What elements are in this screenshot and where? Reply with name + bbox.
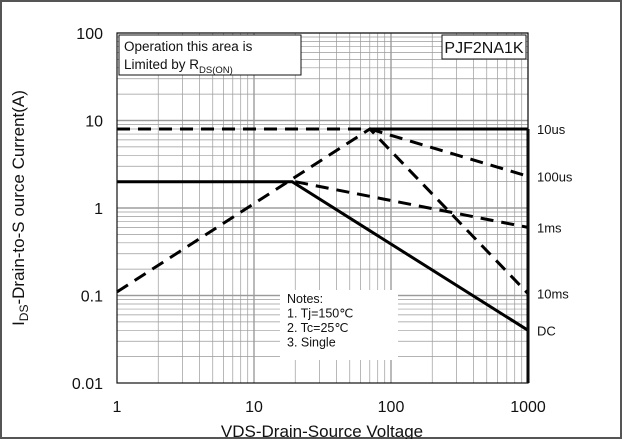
notes-line: 1. Tj=150℃ — [287, 307, 353, 321]
y-tick-labels: 100 10 1 0.1 0.01 — [72, 26, 103, 393]
annotation-line-2-main: Limited by R — [124, 57, 199, 72]
curve-labels: 10us 100us 1ms 10ms DC — [535, 121, 577, 339]
curve-label-bg — [535, 121, 570, 137]
y-tick-label: 0.1 — [81, 289, 103, 306]
y-axis-title-sub: DS — [17, 305, 31, 322]
notes-line: Notes: — [287, 292, 323, 306]
curve-label-dc: DC — [537, 323, 556, 338]
notes-box — [280, 290, 398, 360]
notes-line: 2. Tc=25℃ — [287, 321, 348, 335]
curve-label-bg — [535, 220, 562, 236]
part-number-box — [441, 34, 527, 60]
y-tick-label: 1 — [94, 201, 103, 218]
annotation-line-2: Limited by RDS(ON) — [124, 57, 233, 76]
notes: Notes:1. Tj=150℃2. Tc=25℃3. Single — [287, 292, 353, 350]
part-number: PJF2NA1K — [444, 40, 523, 57]
curve-label-1ms: 1ms — [537, 220, 562, 235]
x-axis-title: VDS-Drain-Source Voltage — [221, 422, 423, 439]
notes-line: 3. Single — [287, 336, 336, 350]
x-tick-label: 100 — [378, 399, 405, 416]
curve-label-10ms: 10ms — [537, 287, 569, 302]
plot-border — [116, 32, 529, 384]
curve-label-bg — [535, 286, 570, 302]
series-100us — [369, 127, 529, 178]
y-tick-label: 0.01 — [72, 376, 103, 393]
y-tick-label: 100 — [76, 26, 103, 43]
annotation-line-2-sub: DS(ON) — [199, 65, 233, 76]
curve-label-10us: 10us — [537, 122, 566, 137]
x-tick-label: 10 — [245, 399, 263, 416]
curve-label-bg — [535, 169, 577, 185]
series-dc — [117, 180, 529, 332]
annotation-box — [118, 34, 302, 76]
curve-label-bg — [535, 323, 555, 339]
x-tick-label: 1000 — [510, 399, 546, 416]
annotation-line-1: Operation this area is — [124, 39, 253, 54]
curve-label-100us: 100us — [537, 169, 573, 184]
x-tick-label: 1 — [113, 399, 122, 416]
x-tick-labels: 1 10 100 1000 — [113, 399, 546, 416]
y-axis-title-main: I — [9, 321, 28, 326]
y-axis-title-rest: -Drain-to-S ource Current(A) — [9, 90, 28, 304]
y-tick-label: 10 — [85, 114, 103, 131]
series-1ms — [294, 180, 529, 229]
y-axis-title: IDS-Drain-to-S ource Current(A) — [9, 90, 31, 326]
